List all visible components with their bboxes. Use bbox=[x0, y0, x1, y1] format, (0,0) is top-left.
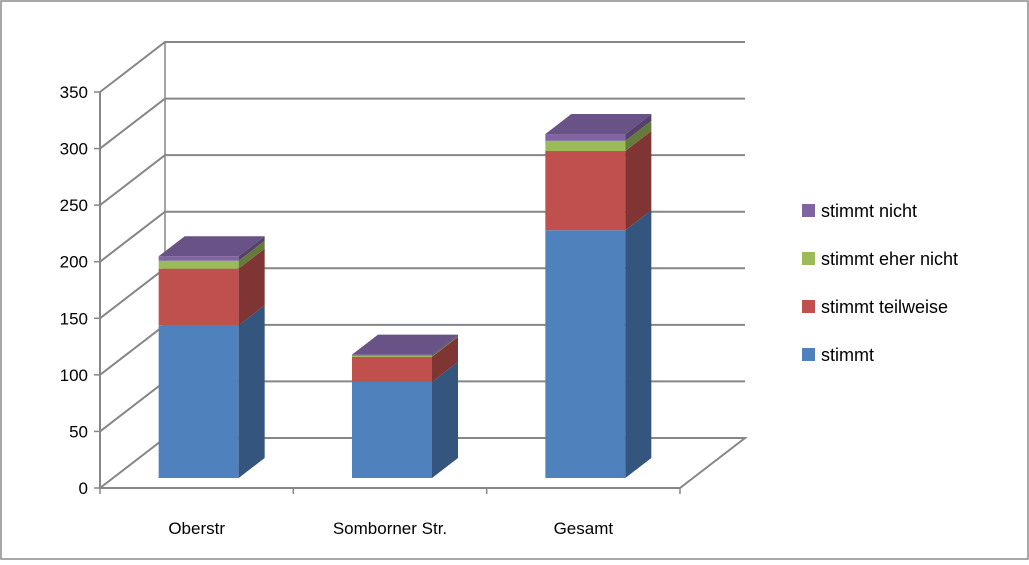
bar-segment-front bbox=[158, 268, 239, 326]
bar-segment-front bbox=[158, 256, 239, 261]
legend-label: stimmt bbox=[821, 345, 874, 365]
bar-segment-side bbox=[432, 334, 458, 356]
bar-segment-side bbox=[432, 336, 458, 382]
legend-swatch bbox=[802, 204, 815, 217]
y-tick-label: 200 bbox=[60, 253, 88, 272]
bar-segment-side bbox=[238, 236, 265, 261]
bar-segment-side bbox=[625, 114, 652, 141]
legend-label: stimmt eher nicht bbox=[821, 249, 958, 269]
bar-segment-front bbox=[352, 354, 432, 356]
bar-segment-side bbox=[238, 305, 265, 478]
bar-segment-side bbox=[238, 248, 265, 326]
legend-swatch bbox=[802, 348, 815, 361]
x-tick-label: Somborner Str. bbox=[333, 519, 447, 538]
x-tick-label: Gesamt bbox=[554, 519, 614, 538]
y-tick-label: 150 bbox=[60, 309, 88, 328]
gridline bbox=[99, 41, 745, 93]
bar-segment-top bbox=[545, 114, 652, 135]
legend: stimmt nicht stimmt eher nicht stimmt teil… bbox=[802, 201, 958, 365]
y-tick-label: 250 bbox=[60, 196, 88, 215]
bar-segment-front bbox=[352, 355, 432, 357]
x-tick-label: Oberstr bbox=[168, 519, 225, 538]
y-tick-label: 100 bbox=[60, 366, 88, 385]
bar-segment-side bbox=[625, 120, 652, 152]
bar-segment-front bbox=[545, 134, 626, 141]
bar-segment-side bbox=[432, 361, 458, 478]
x-axis: Oberstr Somborner Str. Gesamt bbox=[99, 487, 681, 538]
bar-segment-front bbox=[158, 325, 239, 478]
gridline bbox=[99, 97, 745, 150]
y-axis: 0 50 100 150 200 250 300 350 bbox=[60, 83, 101, 498]
bar-segment-front bbox=[545, 230, 626, 478]
bar-segment-front bbox=[352, 356, 432, 382]
y-tick-label: 350 bbox=[60, 83, 88, 102]
bar-segment-side bbox=[432, 335, 458, 357]
bar-segment-side bbox=[238, 240, 265, 269]
legend-swatch bbox=[802, 252, 815, 265]
y-tick-label: 50 bbox=[69, 422, 88, 441]
bar-segment-top bbox=[158, 236, 265, 257]
bar-segment-front bbox=[158, 260, 239, 269]
bar-segment-front bbox=[545, 140, 626, 152]
bar-segment-front bbox=[545, 151, 626, 231]
legend-label: stimmt nicht bbox=[821, 201, 917, 221]
legend-label: stimmt teilweise bbox=[821, 297, 948, 317]
bar-segment-side bbox=[625, 210, 652, 478]
bar-segment-front bbox=[352, 381, 432, 478]
floor-left-edge bbox=[99, 437, 166, 489]
y-tick-label: 300 bbox=[60, 140, 88, 159]
y-tick-label: 0 bbox=[79, 479, 88, 498]
bar-segment-top bbox=[352, 334, 458, 355]
bars bbox=[158, 114, 652, 478]
bar-segment-side bbox=[625, 131, 652, 231]
legend-swatch bbox=[802, 300, 815, 313]
